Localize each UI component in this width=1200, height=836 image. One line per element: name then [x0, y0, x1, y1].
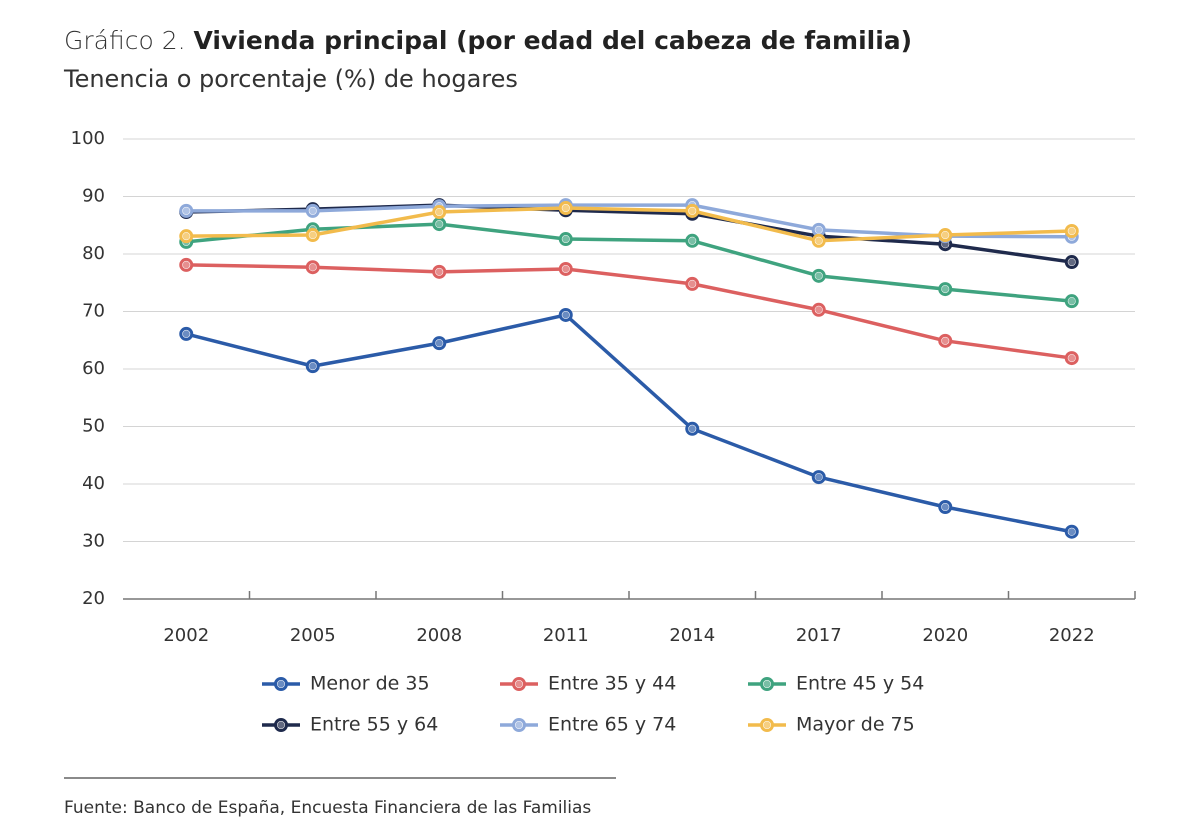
point-dot	[1068, 297, 1076, 305]
point-dot	[435, 220, 443, 228]
series-line	[186, 206, 1072, 243]
x-tick-label: 2014	[669, 625, 715, 646]
y-tick-label: 50	[82, 416, 105, 437]
legend-dot	[277, 680, 285, 688]
point-dot	[815, 237, 823, 245]
point-dot	[1068, 227, 1076, 235]
y-tick-label: 20	[82, 588, 105, 609]
point-dot	[815, 226, 823, 234]
point-dot	[815, 473, 823, 481]
point-dot	[182, 330, 190, 338]
legend-dot	[515, 680, 523, 688]
legend-label: Entre 65 y 74	[548, 714, 676, 736]
point-dot	[688, 207, 696, 215]
legend-dot	[763, 721, 771, 729]
series-line	[186, 263, 1072, 360]
point-dot	[941, 231, 949, 239]
point-dot	[435, 208, 443, 216]
title-text: Vivienda principal (por edad del cabeza …	[194, 26, 913, 55]
point-dot	[562, 265, 570, 273]
point-dot	[182, 261, 190, 269]
point-dot	[941, 503, 949, 511]
point-dot	[688, 425, 696, 433]
y-tick-label: 70	[82, 301, 105, 322]
legend-label: Entre 35 y 44	[548, 673, 676, 695]
point-dot	[309, 263, 317, 271]
point-dot	[941, 285, 949, 293]
y-tick-label: 40	[82, 473, 105, 494]
point-dot	[309, 207, 317, 215]
point-dot	[815, 272, 823, 280]
point-dot	[815, 306, 823, 314]
y-tick-label: 100	[71, 128, 105, 149]
series-line	[185, 313, 1073, 534]
legend-dot	[763, 680, 771, 688]
x-tick-label: 2002	[163, 625, 209, 646]
y-tick-label: 60	[82, 358, 105, 379]
point-dot	[688, 280, 696, 288]
x-tick-label: 2011	[543, 625, 589, 646]
point-dot	[562, 235, 570, 243]
legend-label: Mayor de 75	[796, 714, 915, 736]
chart-subtitle: Tenencia o porcentaje (%) de hogares	[63, 65, 518, 93]
source: Fuente: Banco de España, Encuesta Financ…	[64, 798, 591, 818]
point-dot	[562, 311, 570, 319]
x-tick-label: 2022	[1049, 625, 1095, 646]
x-tick-label: 2008	[416, 625, 462, 646]
point-dot	[1068, 258, 1076, 266]
legend-label: Entre 45 y 54	[796, 673, 924, 695]
y-tick-label: 80	[82, 243, 105, 264]
point-dot	[435, 268, 443, 276]
point-dot	[688, 237, 696, 245]
legend-label: Entre 55 y 64	[310, 714, 438, 736]
chart-title: Gráfico 2. Vivienda principal (por edad …	[64, 26, 912, 55]
title-label: Gráfico 2.	[64, 26, 186, 55]
legend-dot	[277, 721, 285, 729]
point-dot	[309, 231, 317, 239]
y-tick-label: 30	[82, 531, 105, 552]
point-dot	[941, 337, 949, 345]
x-tick-label: 2017	[796, 625, 842, 646]
point-dot	[182, 232, 190, 240]
y-tick-label: 90	[82, 186, 105, 207]
point-dot	[1068, 528, 1076, 536]
point-dot	[309, 362, 317, 370]
legend-dot	[515, 721, 523, 729]
point-dot	[182, 207, 190, 215]
series-line	[186, 222, 1072, 303]
legend-label: Menor de 35	[310, 673, 430, 695]
point-dot	[1068, 354, 1076, 362]
x-tick-label: 2005	[290, 625, 336, 646]
point-dot	[435, 339, 443, 347]
point-dot	[562, 204, 570, 212]
x-tick-label: 2020	[922, 625, 968, 646]
